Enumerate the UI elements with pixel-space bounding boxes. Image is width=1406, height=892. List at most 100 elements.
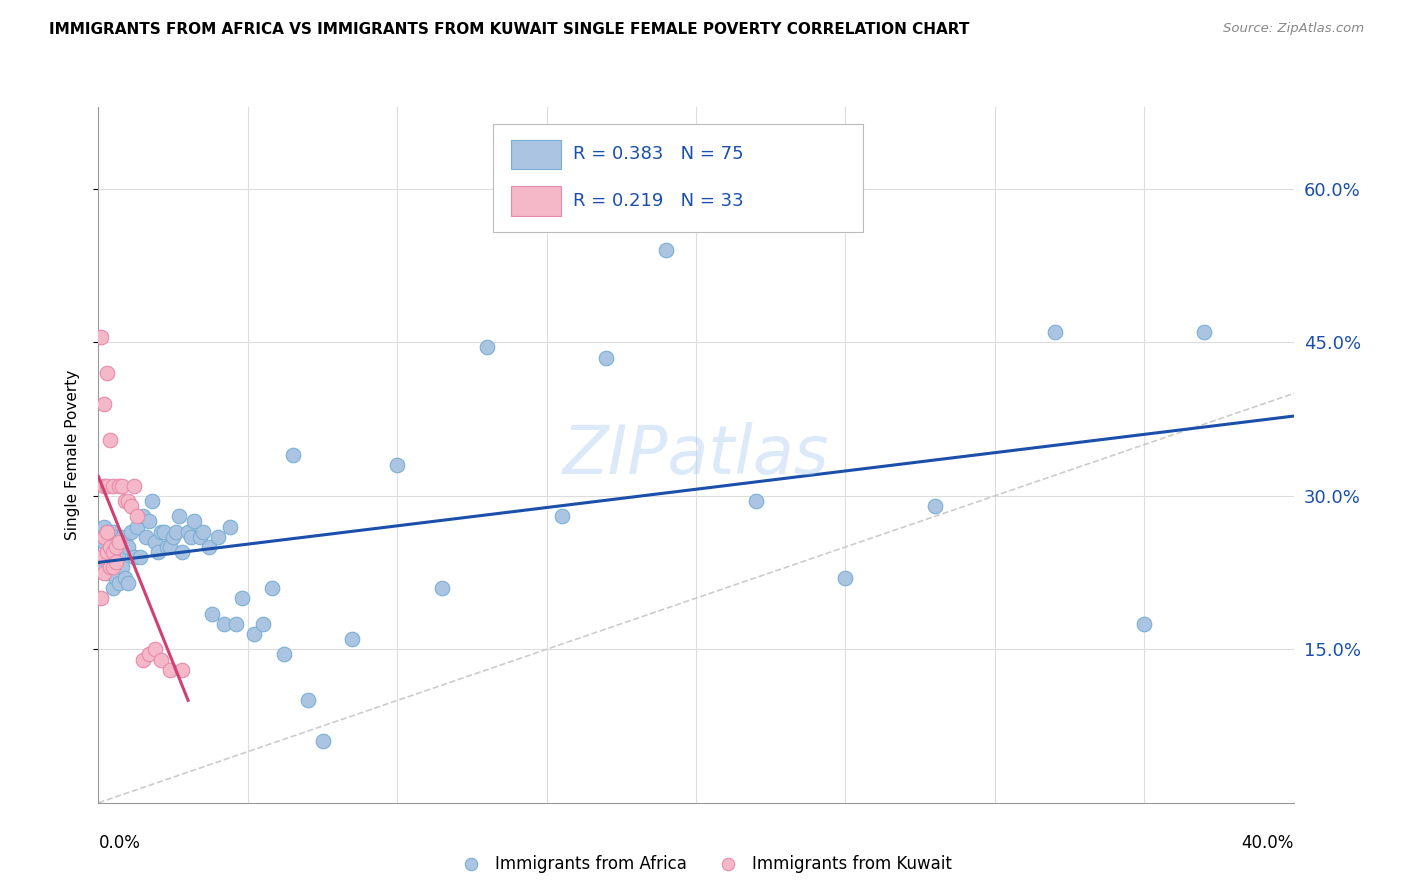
Immigrants from Africa [96, 566, 118, 580]
Text: IMMIGRANTS FROM AFRICA VS IMMIGRANTS FROM KUWAIT SINGLE FEMALE POVERTY CORRELATI: IMMIGRANTS FROM AFRICA VS IMMIGRANTS FRO… [49, 22, 970, 37]
Text: 0.0%: 0.0% [98, 834, 141, 852]
Immigrants from Africa [260, 581, 283, 595]
Immigrants from Africa [90, 550, 112, 565]
Immigrants from Africa [105, 530, 128, 544]
Immigrants from Kuwait [159, 663, 181, 677]
Immigrants from Kuwait [108, 535, 131, 549]
Immigrants from Kuwait [90, 330, 112, 344]
Immigrants from Kuwait [103, 545, 125, 559]
Immigrants from Africa [156, 540, 179, 554]
Immigrants from Africa [135, 530, 157, 544]
Immigrants from Africa [105, 571, 128, 585]
Immigrants from Africa [281, 448, 304, 462]
Immigrants from Kuwait [117, 494, 139, 508]
Immigrants from Africa [93, 535, 115, 549]
Immigrants from Africa [550, 509, 572, 524]
Immigrants from Africa [100, 555, 122, 569]
Immigrants from Africa [252, 616, 274, 631]
Immigrants from Africa [207, 530, 229, 544]
Immigrants from Africa [924, 499, 946, 513]
Immigrants from Africa [167, 509, 190, 524]
Immigrants from Africa [148, 545, 170, 559]
Immigrants from Africa [108, 545, 131, 559]
Immigrants from Kuwait [108, 478, 131, 492]
Immigrants from Africa [165, 524, 187, 539]
Immigrants from Africa [231, 591, 253, 606]
Immigrants from Africa [162, 530, 184, 544]
Y-axis label: Single Female Poverty: Single Female Poverty [65, 370, 80, 540]
Immigrants from Kuwait [124, 478, 146, 492]
Text: ZIPatlas: ZIPatlas [562, 422, 830, 488]
Immigrants from Africa [117, 575, 139, 590]
Immigrants from Kuwait [172, 663, 194, 677]
Immigrants from Africa [150, 524, 173, 539]
Immigrants from Africa [129, 550, 152, 565]
Immigrants from Africa [225, 616, 247, 631]
Immigrants from Kuwait [143, 642, 166, 657]
Immigrants from Africa [475, 341, 498, 355]
FancyBboxPatch shape [510, 140, 561, 169]
Immigrants from Kuwait [100, 540, 122, 554]
Immigrants from Africa [96, 545, 118, 559]
Immigrants from Kuwait [93, 530, 115, 544]
Immigrants from Africa [172, 545, 194, 559]
Immigrants from Africa [132, 509, 155, 524]
Immigrants from Africa [1133, 616, 1156, 631]
Immigrants from Africa [111, 530, 134, 544]
Immigrants from Kuwait [103, 560, 125, 574]
Immigrants from Africa [120, 524, 142, 539]
Immigrants from Kuwait [127, 509, 149, 524]
Immigrants from Africa [311, 734, 333, 748]
Immigrants from Africa [93, 519, 115, 533]
Immigrants from Kuwait [96, 478, 118, 492]
Immigrants from Africa [105, 555, 128, 569]
Immigrants from Africa [103, 524, 125, 539]
Immigrants from Kuwait [93, 397, 115, 411]
Immigrants from Africa [183, 515, 205, 529]
Text: R = 0.219   N = 33: R = 0.219 N = 33 [572, 192, 744, 210]
Immigrants from Africa [111, 560, 134, 574]
Immigrants from Africa [201, 607, 224, 621]
Immigrants from Africa [188, 530, 211, 544]
Immigrants from Africa [342, 632, 364, 646]
Immigrants from Kuwait [96, 524, 118, 539]
Immigrants from Kuwait [105, 540, 128, 554]
Immigrants from Kuwait [96, 545, 118, 559]
Immigrants from Africa [655, 244, 678, 258]
Immigrants from Kuwait [100, 433, 122, 447]
Immigrants from Africa [273, 648, 295, 662]
Immigrants from Africa [153, 524, 176, 539]
FancyBboxPatch shape [510, 186, 561, 216]
Immigrants from Africa [430, 581, 453, 595]
Immigrants from Kuwait [120, 499, 142, 513]
Text: Source: ZipAtlas.com: Source: ZipAtlas.com [1223, 22, 1364, 36]
Immigrants from Africa [834, 571, 856, 585]
Immigrants from Kuwait [93, 566, 115, 580]
Immigrants from Africa [141, 494, 163, 508]
Immigrants from Kuwait [90, 550, 112, 565]
Legend: Immigrants from Africa, Immigrants from Kuwait: Immigrants from Africa, Immigrants from … [449, 848, 957, 880]
Immigrants from Kuwait [105, 555, 128, 569]
Immigrants from Africa [138, 515, 160, 529]
Immigrants from Africa [108, 575, 131, 590]
Immigrants from Kuwait [114, 494, 136, 508]
Immigrants from Kuwait [132, 652, 155, 666]
Immigrants from Africa [595, 351, 617, 365]
Text: 40.0%: 40.0% [1241, 834, 1294, 852]
Immigrants from Africa [159, 540, 181, 554]
Immigrants from Africa [100, 550, 122, 565]
Immigrants from Africa [93, 560, 115, 574]
Immigrants from Africa [198, 540, 221, 554]
Immigrants from Africa [219, 519, 242, 533]
Immigrants from Africa [100, 535, 122, 549]
Immigrants from Africa [1043, 325, 1066, 339]
FancyBboxPatch shape [494, 124, 863, 232]
Immigrants from Africa [114, 535, 136, 549]
Immigrants from Africa [114, 571, 136, 585]
Immigrants from Africa [177, 524, 200, 539]
Immigrants from Kuwait [100, 560, 122, 574]
Text: R = 0.383   N = 75: R = 0.383 N = 75 [572, 145, 744, 163]
Immigrants from Africa [212, 616, 235, 631]
Immigrants from Kuwait [150, 652, 173, 666]
Immigrants from Kuwait [138, 648, 160, 662]
